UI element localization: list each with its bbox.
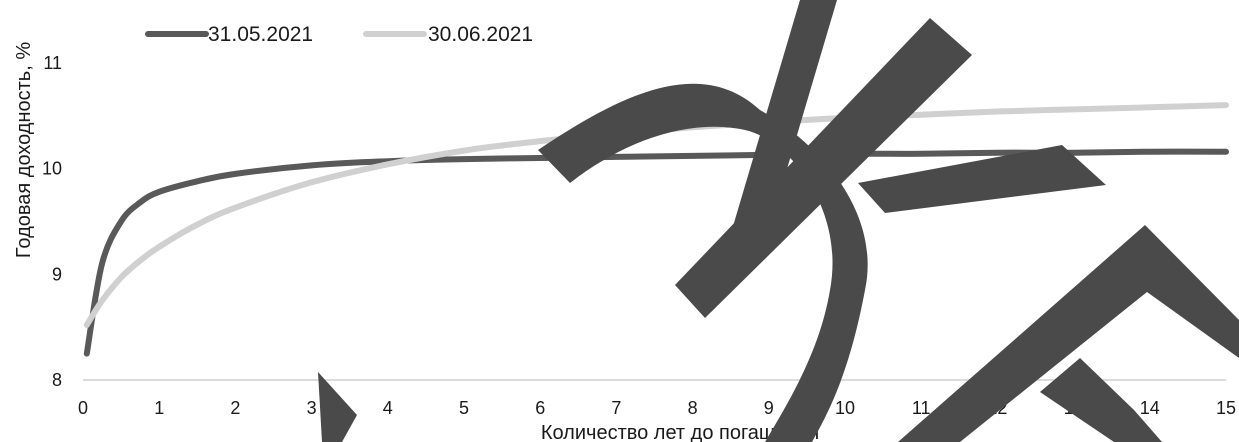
y-tick-label: 11 <box>43 53 62 73</box>
x-tick-label: 15 <box>1216 398 1236 418</box>
watermark-glyph-zhe <box>858 145 1106 213</box>
x-tick-label: 14 <box>1140 398 1160 418</box>
series-line-1 <box>83 148 1229 357</box>
x-tick-label: 0 <box>78 398 88 418</box>
x-tick-label: 4 <box>383 398 393 418</box>
x-axis-title: Количество лет до погашения <box>541 422 819 442</box>
y-tick-label: 9 <box>52 264 62 284</box>
x-tick-label: 11 <box>912 398 931 418</box>
x-tick-label: 3 <box>307 398 317 418</box>
y-tick-labels: 8 9 10 11 <box>42 53 62 390</box>
legend-label-series-1: 31.05.2021 <box>208 23 313 46</box>
watermark-glyph-be <box>898 225 1239 442</box>
y-tick-label: 10 <box>42 159 62 179</box>
x-tick-label: 5 <box>459 398 469 418</box>
x-tick-label: 2 <box>230 398 240 418</box>
watermark-glyph-be <box>1040 358 1162 442</box>
x-tick-label: 7 <box>611 398 621 418</box>
y-axis-title: Годовая доходность, % <box>13 42 35 258</box>
chart-legend: 31.05.2021 30.06.2021 <box>145 23 533 46</box>
series-line-2 <box>83 102 1229 328</box>
chart-series <box>83 102 1229 357</box>
x-tick-label: 6 <box>535 398 545 418</box>
x-tick-label: 1 <box>154 398 164 418</box>
watermark-glyph-be <box>318 372 357 442</box>
x-tick-label: 9 <box>764 398 774 418</box>
y-tick-label: 8 <box>52 370 62 390</box>
x-tick-label: 8 <box>688 398 698 418</box>
x-tick-label: 10 <box>835 398 855 418</box>
legend-label-series-2: 30.06.2021 <box>428 23 533 46</box>
watermark-logo <box>318 0 1239 442</box>
